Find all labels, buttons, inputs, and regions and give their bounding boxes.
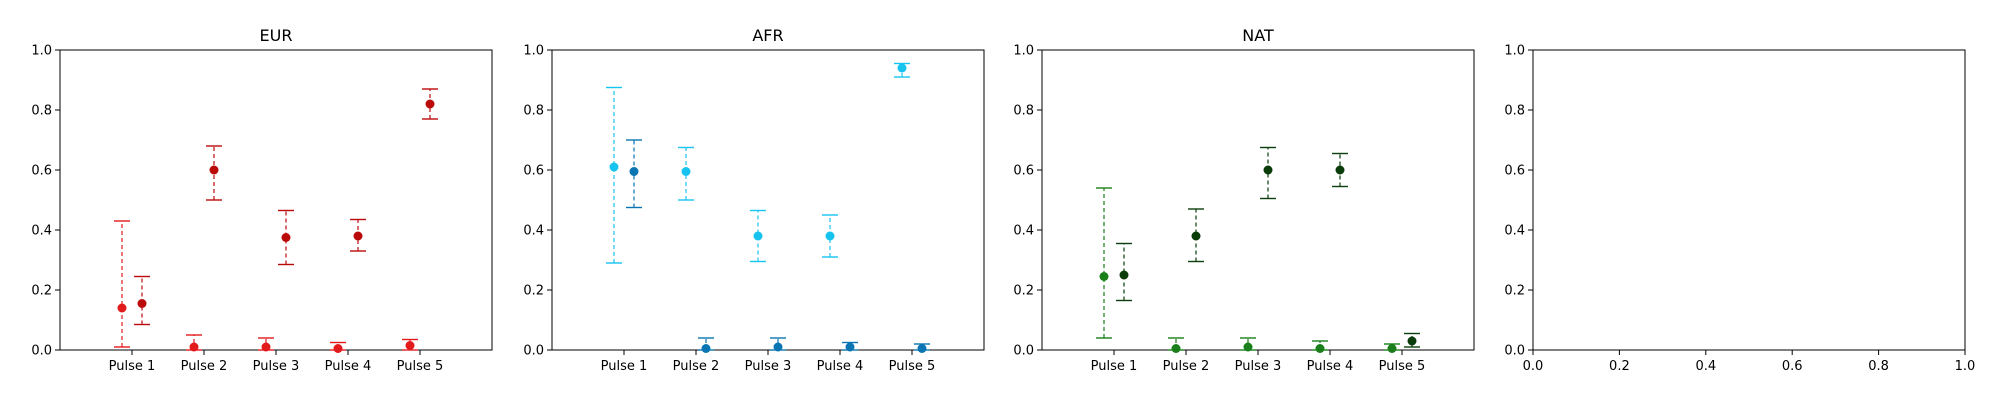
x-tick-label: 0.2 — [1609, 359, 1630, 374]
x-tick-label: Pulse 1 — [601, 359, 648, 374]
data-point — [281, 233, 291, 242]
panel-3: 0.0 0.2 0.4 0.6 0.8 1.0 0.0 0.2 0.4 0.6 0.8 1.0 — [1504, 44, 1975, 375]
series-0 — [1096, 187, 1400, 353]
data-point — [1119, 270, 1129, 280]
series-1 — [1116, 146, 1420, 348]
y-tick-label: 0.8 — [523, 104, 544, 119]
data-point — [209, 165, 219, 175]
y-tick-label: 0.8 — [1013, 104, 1034, 119]
x-tick-label: 0.6 — [1782, 359, 1803, 374]
x-tick-label: Pulse 1 — [1091, 359, 1138, 374]
x-tick-label: Pulse 3 — [1235, 359, 1282, 374]
x-tick-label: Pulse 4 — [817, 359, 864, 374]
panel-1: AFR 0.0 0.2 0.4 0.6 0.8 1.0 Pulse 1 Pulse 2 Pulse… — [523, 26, 985, 374]
y-tick-label: 1.0 — [523, 44, 544, 59]
data-point — [1243, 342, 1253, 352]
panel-title: NAT — [1242, 26, 1274, 45]
x-tick-label: Pulse 4 — [325, 359, 372, 374]
data-point — [1387, 344, 1397, 353]
y-tick-label: 0.6 — [1013, 164, 1034, 179]
y-tick-label: 1.0 — [1013, 44, 1034, 59]
series-1 — [134, 88, 438, 326]
data-point — [1315, 344, 1325, 353]
x-tick-label: Pulse 5 — [1379, 359, 1426, 374]
x-tick-label: Pulse 2 — [181, 359, 228, 374]
y-tick-label: 0.0 — [31, 344, 52, 359]
data-point — [629, 167, 639, 176]
panel-0: EUR 0.0 0.2 0.4 0.6 0.8 1.0 Pulse 1 Pulse 2 Pulse… — [31, 26, 493, 374]
y-tick-label: 0.8 — [1504, 104, 1525, 119]
data-point — [425, 99, 435, 109]
x-tick-label: Pulse 5 — [397, 359, 444, 374]
data-point — [773, 342, 783, 352]
data-point — [1191, 231, 1201, 241]
y-tick-label: 0.4 — [31, 224, 52, 239]
x-tick-label: 0.4 — [1695, 359, 1716, 374]
y-tick-label: 0.2 — [1013, 284, 1034, 299]
data-point — [753, 231, 763, 241]
data-point — [137, 299, 147, 308]
data-point — [333, 344, 343, 353]
data-point — [897, 63, 907, 73]
x-tick-label: Pulse 2 — [673, 359, 720, 374]
panel-title: EUR — [260, 26, 293, 45]
x-tick-label: 1.0 — [1955, 359, 1976, 374]
data-point — [825, 231, 835, 241]
x-tick-label: Pulse 3 — [745, 359, 792, 374]
data-point — [117, 303, 127, 313]
y-tick-label: 0.6 — [1504, 164, 1525, 179]
x-tick-label: 0.0 — [1523, 359, 1544, 374]
series-1 — [626, 139, 930, 353]
x-tick-label: Pulse 1 — [109, 359, 156, 374]
data-point — [353, 231, 363, 241]
y-tick-label: 0.2 — [1504, 284, 1525, 299]
panel-title: AFR — [752, 26, 783, 45]
data-point — [845, 342, 855, 352]
y-tick-label: 0.6 — [31, 164, 52, 179]
y-tick-label: 0.2 — [523, 284, 544, 299]
x-tick-label: Pulse 5 — [889, 359, 936, 374]
y-tick-label: 0.0 — [523, 344, 544, 359]
y-tick-label: 0.4 — [523, 224, 544, 239]
x-tick-label: 0.8 — [1868, 359, 1889, 374]
data-point — [1171, 344, 1181, 353]
y-tick-label: 0.4 — [1013, 224, 1034, 239]
y-tick-label: 0.0 — [1013, 344, 1034, 359]
data-point — [1335, 165, 1345, 175]
axes-frame — [1041, 49, 1475, 351]
data-point — [609, 162, 619, 172]
y-tick-label: 0.2 — [31, 284, 52, 299]
x-tick-label: Pulse 2 — [1163, 359, 1210, 374]
axes-frame — [1532, 49, 1966, 351]
data-point — [1099, 272, 1109, 281]
y-tick-label: 0.4 — [1504, 224, 1525, 239]
series-0 — [606, 62, 910, 264]
y-tick-label: 0.8 — [31, 104, 52, 119]
x-tick-label: Pulse 4 — [1307, 359, 1354, 374]
data-point — [261, 342, 271, 352]
data-point — [405, 341, 415, 350]
data-point — [1407, 336, 1417, 346]
x-tick-label: Pulse 3 — [253, 359, 300, 374]
panel-2: NAT 0.0 0.2 0.4 0.6 0.8 1.0 Pulse 1 Pulse 2 Pulse… — [1013, 26, 1475, 374]
data-point — [681, 167, 691, 176]
axes-frame — [551, 49, 985, 351]
data-point — [1263, 165, 1273, 175]
data-point — [701, 344, 711, 353]
y-tick-label: 0.0 — [1504, 344, 1525, 359]
data-point — [189, 342, 199, 352]
series-0 — [114, 220, 418, 353]
y-tick-label: 1.0 — [31, 44, 52, 59]
data-point — [917, 344, 927, 353]
y-tick-label: 0.6 — [523, 164, 544, 179]
y-tick-label: 1.0 — [1504, 44, 1525, 59]
